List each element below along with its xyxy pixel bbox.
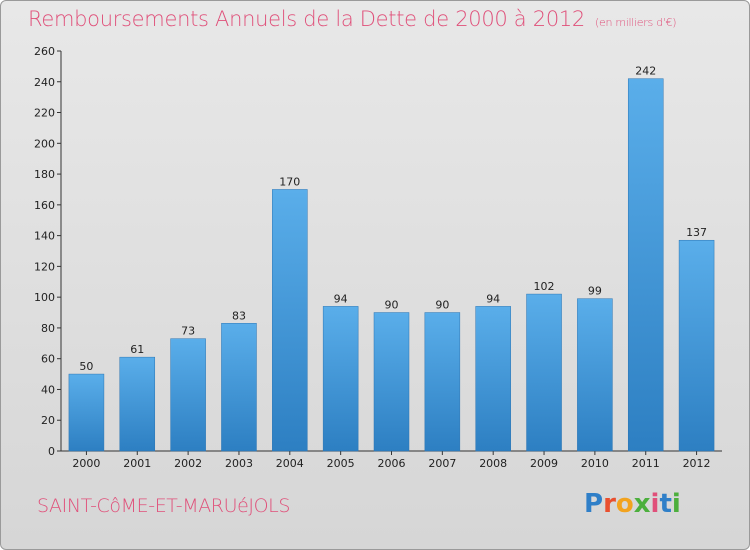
y-tick-label: 60 — [41, 353, 55, 366]
data-label: 50 — [79, 360, 93, 373]
x-tick-label: 2003 — [225, 457, 253, 470]
x-tick-label: 2004 — [276, 457, 304, 470]
y-tick-label: 140 — [34, 230, 55, 243]
axes: 0 20 40 60 80 100 120 140 160 180 200 220 240 260 2000… — [34, 45, 722, 470]
logo-letter: i — [650, 489, 660, 519]
x-tick-label: 2012 — [683, 457, 711, 470]
bar — [322, 306, 359, 452]
y-tick-label: 20 — [41, 414, 55, 427]
logo-letter: i — [671, 489, 681, 519]
logo-letter: x — [633, 489, 651, 519]
y-tick-label: 240 — [34, 76, 55, 89]
bar — [475, 306, 511, 452]
data-label: 137 — [686, 226, 707, 239]
logo-letter: P — [584, 489, 604, 519]
data-label: 102 — [534, 280, 555, 293]
y-tick-label: 120 — [34, 260, 55, 273]
chart-title-text: Remboursements Annuels de la Dette de 20… — [28, 7, 585, 31]
x-tick-label: 2009 — [530, 457, 558, 470]
bar — [577, 298, 613, 452]
y-tick-label: 200 — [34, 137, 55, 150]
x-tick-label: 2005 — [327, 457, 355, 470]
bar — [678, 239, 715, 452]
bar — [373, 312, 410, 452]
logo-letter: r — [603, 489, 616, 519]
chart-subtitle: (en milliers d'€) — [595, 16, 677, 29]
bar — [119, 356, 156, 452]
x-tick-label: 2008 — [479, 457, 507, 470]
bars — [68, 78, 715, 452]
x-tick-label: 2006 — [378, 457, 406, 470]
bar — [170, 338, 206, 452]
data-label: 83 — [232, 309, 246, 322]
data-label: 170 — [279, 175, 300, 188]
logo-letter: o — [615, 489, 634, 519]
y-tick-label: 180 — [34, 168, 55, 181]
y-tick-label: 40 — [41, 383, 55, 396]
data-label: 242 — [635, 65, 656, 78]
commune-name: SAINT-CôME-ET-MARUéJOLS — [37, 495, 291, 517]
y-tick-label: 100 — [34, 291, 55, 304]
y-tick-label: 220 — [34, 107, 55, 120]
y-tick-label: 0 — [48, 445, 55, 458]
bar — [526, 293, 562, 452]
bar — [221, 323, 257, 452]
bar — [424, 312, 461, 452]
data-label: 90 — [385, 299, 399, 312]
y-tick-label: 160 — [34, 199, 55, 212]
x-tick-label: 2011 — [632, 457, 660, 470]
x-tick-label: 2010 — [581, 457, 609, 470]
x-tick-label: 2007 — [428, 457, 456, 470]
chart-title: Remboursements Annuels de la Dette de 20… — [28, 7, 676, 31]
data-label: 73 — [181, 325, 195, 338]
data-label: 99 — [588, 285, 602, 298]
x-tick-label: 2000 — [72, 457, 100, 470]
data-label: 94 — [334, 292, 348, 305]
bar — [68, 373, 105, 452]
bar — [272, 189, 308, 452]
data-label: 61 — [130, 343, 144, 356]
y-tick-label: 80 — [41, 322, 55, 335]
data-label: 90 — [435, 299, 449, 312]
data-labels: 50 61 73 83 170 94 90 90 94 102 99 242 137 — [79, 65, 707, 373]
x-tick-label: 2001 — [123, 457, 151, 470]
proxiti-logo: Proxiti — [584, 489, 681, 519]
y-tick-label: 260 — [34, 45, 55, 58]
logo-letter: t — [659, 489, 672, 519]
bar — [627, 78, 664, 452]
x-tick-label: 2002 — [174, 457, 202, 470]
data-label: 94 — [486, 292, 500, 305]
